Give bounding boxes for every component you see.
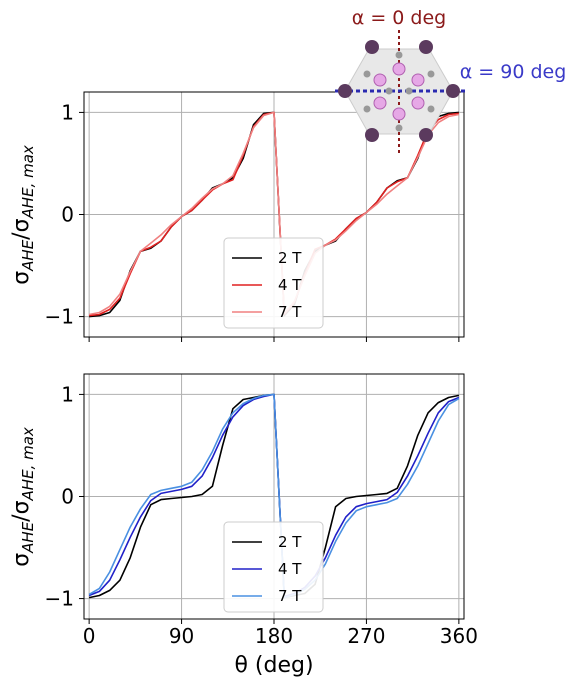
bottom-legend-box xyxy=(223,521,324,613)
y-tick-label: −1 xyxy=(45,305,74,329)
top-legend-box xyxy=(223,237,324,329)
atom-pink xyxy=(373,73,387,87)
bottom-ylabel: σAHE/σAHE, max xyxy=(9,427,37,567)
atom-small xyxy=(427,70,435,78)
atom-small xyxy=(395,51,403,59)
legend-label: 7 T xyxy=(278,303,302,321)
bottom-legend: 2 T 4 T 7 T xyxy=(223,521,324,613)
bottom-x-ticks: 0 90 180 270 360 xyxy=(83,619,478,648)
atom-small xyxy=(405,87,413,95)
atom-dark xyxy=(338,84,352,98)
top-ylabel: σAHE/σAHE, max xyxy=(9,145,37,285)
atom-pink xyxy=(411,96,425,110)
top-series-lines xyxy=(88,111,460,318)
atom-dark xyxy=(446,84,460,98)
atom-dark xyxy=(419,40,433,54)
top-y-ticks: −1 0 1 xyxy=(45,100,84,329)
atom-small xyxy=(427,105,435,113)
y-tick-label: 1 xyxy=(61,100,74,124)
bottom-xlabel: θ (deg) xyxy=(234,653,313,678)
legend-label: 2 T xyxy=(278,533,302,551)
legend-label: 4 T xyxy=(278,276,302,294)
y-tick-label: 0 xyxy=(61,485,74,509)
top-x-ticks xyxy=(88,337,460,342)
top-panel: −1 0 1 σAHE/σAHE, max 2 T 4 T 7 T xyxy=(9,7,566,342)
atom-small xyxy=(363,105,371,113)
atom-dark xyxy=(365,40,379,54)
bottom-panel: −1 0 1 0 90 180 270 360 σAHE/σAHE, max θ (deg)… xyxy=(9,373,478,678)
crystal-structure-inset xyxy=(335,30,465,155)
bottom-series-lines xyxy=(88,393,460,599)
bottom-y-ticks: −1 0 1 xyxy=(45,382,84,611)
x-tick-label: 360 xyxy=(440,624,478,648)
series-line-7t xyxy=(88,111,460,316)
atom-small xyxy=(363,70,371,78)
y-tick-label: 1 xyxy=(61,382,74,406)
x-tick-label: 180 xyxy=(255,624,293,648)
series-line-7t xyxy=(88,393,460,599)
atom-small xyxy=(385,87,393,95)
atom-pink xyxy=(392,107,406,121)
legend-label: 2 T xyxy=(278,249,302,267)
atom-small xyxy=(395,124,403,132)
atom-dark xyxy=(365,128,379,142)
atom-dark xyxy=(419,128,433,142)
x-tick-label: 0 xyxy=(83,624,96,648)
top-legend: 2 T 4 T 7 T xyxy=(223,237,324,329)
y-tick-label: −1 xyxy=(45,587,74,611)
legend-label: 4 T xyxy=(278,560,302,578)
y-tick-label: 0 xyxy=(61,203,74,227)
annotation-alpha-0: α = 0 deg xyxy=(352,7,446,29)
legend-label: 7 T xyxy=(278,587,302,605)
annotation-alpha-90: α = 90 deg xyxy=(460,61,567,83)
x-tick-label: 90 xyxy=(169,624,194,648)
atom-pink xyxy=(392,62,406,76)
atom-pink xyxy=(373,96,387,110)
atom-pink xyxy=(411,73,425,87)
x-tick-label: 270 xyxy=(347,624,385,648)
